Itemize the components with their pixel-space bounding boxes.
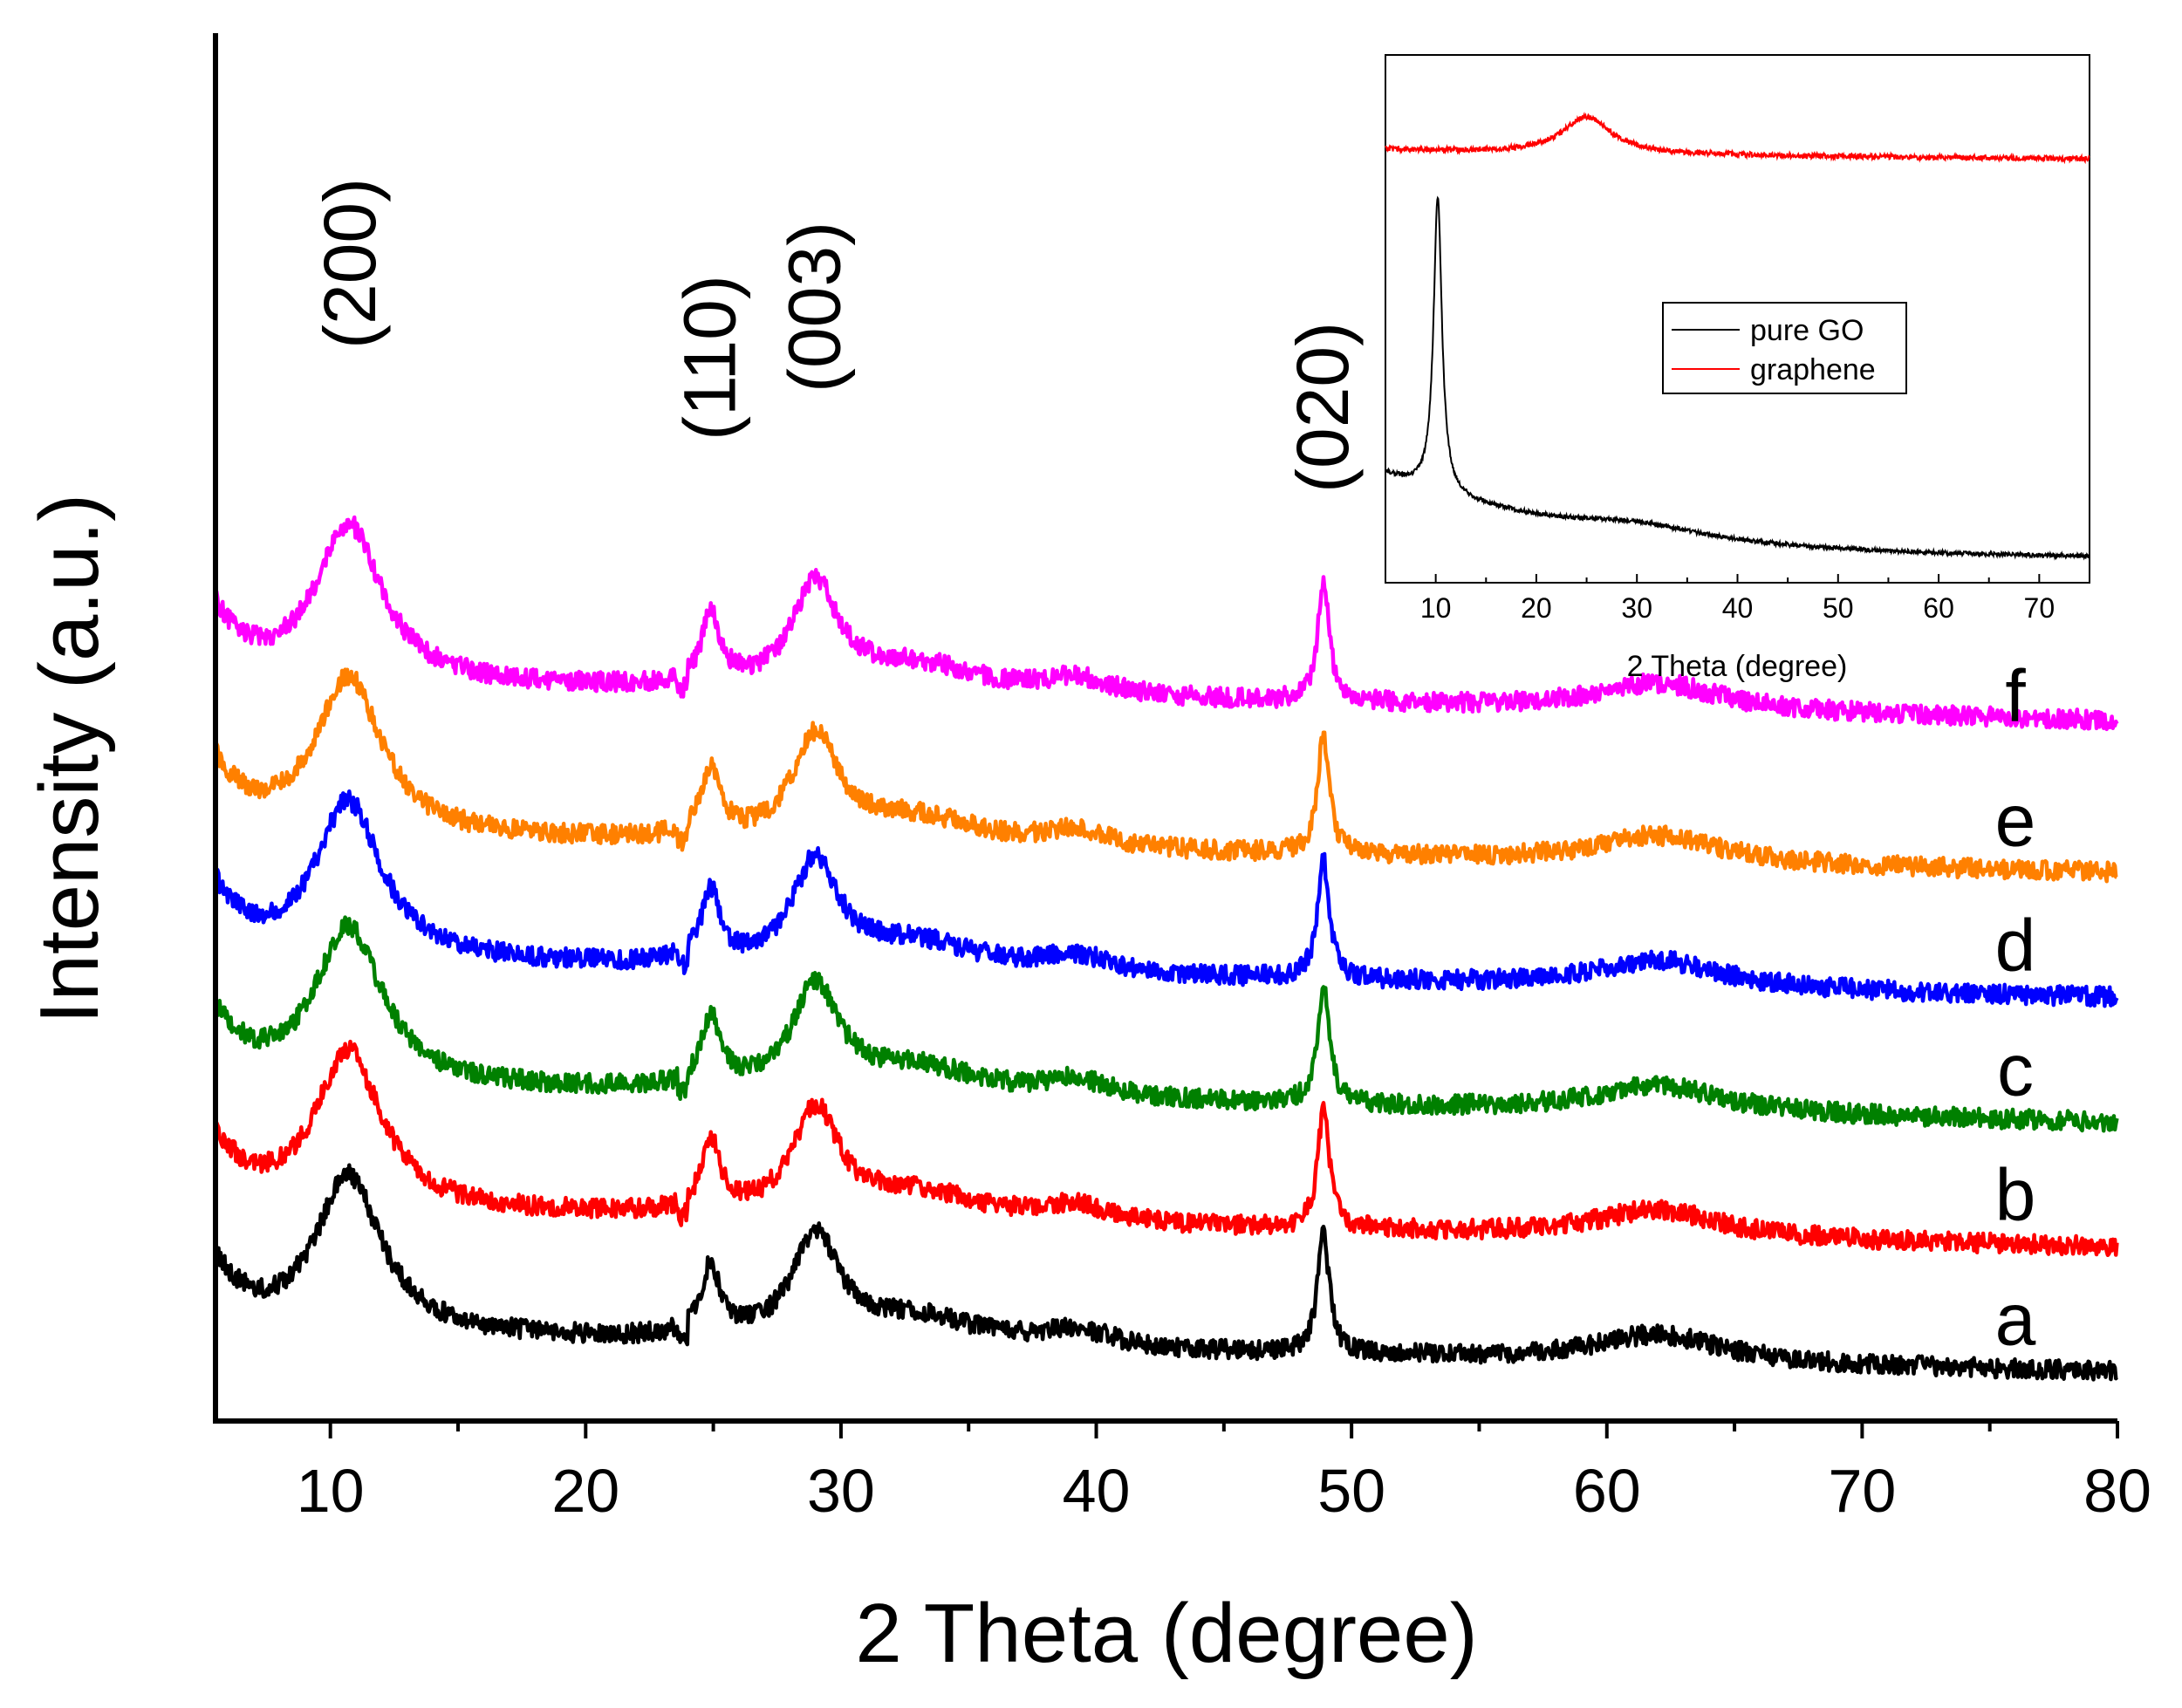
- series-label-c: c: [1997, 1028, 2034, 1110]
- series-line-b: [213, 1039, 2119, 1258]
- peak-label: (020): [1282, 322, 1364, 493]
- inset-x-axis-label: 2 Theta (degree): [1627, 650, 1848, 683]
- legend-box: [1662, 302, 1907, 394]
- inset-x-tick-label: 40: [1722, 592, 1754, 624]
- inset-x-tick-label: 30: [1621, 592, 1652, 624]
- series-label-d: d: [1995, 904, 2036, 986]
- series-label-b: b: [1995, 1153, 2036, 1235]
- x-tick-label: 70: [1828, 1457, 1896, 1525]
- peak-label: (110): [669, 275, 751, 441]
- x-tick-label: 10: [297, 1457, 365, 1525]
- series-label-e: e: [1995, 779, 2036, 861]
- series-label-a: a: [1995, 1278, 2036, 1360]
- x-axis-ticks: 10 20 30 40 50 60 70 80: [297, 1421, 2151, 1525]
- x-tick-label: 80: [2083, 1457, 2151, 1525]
- series-label-f: f: [2005, 654, 2026, 736]
- y-axis-label: Intensity (a.u.): [23, 494, 116, 1024]
- peak-label: (003): [774, 222, 856, 393]
- inset-line-pure-go: [1385, 195, 2090, 561]
- legend-label-graphene: graphene: [1750, 353, 1876, 386]
- inset-plot: 10 20 30 40 50 60 70 2 Theta (degree) pure GO …: [1385, 54, 2090, 683]
- series-line-d: [213, 789, 2119, 1008]
- inset-x-axis-ticks: 10 20 30 40 50 60 70: [1385, 574, 2090, 624]
- x-axis-label: 2 Theta (degree): [855, 1587, 1477, 1680]
- series-line-c: [213, 915, 2119, 1133]
- series-line-f: [213, 515, 2119, 732]
- peak-annotations: (200) (110) (003) (020): [309, 178, 1364, 493]
- main-axes: [213, 33, 2117, 1424]
- x-tick-label: 30: [807, 1457, 875, 1525]
- inset-x-tick-label: 70: [2024, 592, 2055, 624]
- x-tick-label: 20: [551, 1457, 619, 1525]
- inset-x-tick-label: 50: [1823, 592, 1854, 624]
- main-series-group: [213, 515, 2119, 1382]
- inset-legend: pure GO graphene: [1662, 302, 1907, 394]
- x-tick-label: 40: [1063, 1457, 1131, 1525]
- peak-label: (200): [309, 178, 391, 349]
- legend-label-pure-go: pure GO: [1750, 314, 1864, 347]
- series-line-a: [213, 1163, 2118, 1382]
- x-tick-label: 50: [1317, 1457, 1385, 1525]
- inset-x-tick-label: 20: [1521, 592, 1552, 624]
- inset-series-group: [1385, 112, 2090, 561]
- inset-x-tick-label: 10: [1420, 592, 1452, 624]
- series-line-e: [214, 667, 2118, 884]
- inset-x-tick-label: 60: [1923, 592, 1954, 624]
- inset-line-graphene: [1385, 112, 2090, 165]
- x-tick-label: 60: [1573, 1457, 1641, 1525]
